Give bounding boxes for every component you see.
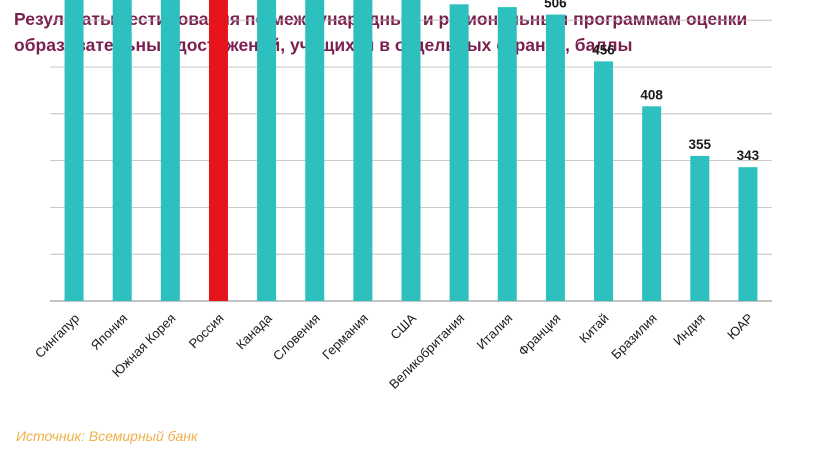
bar [690, 155, 710, 301]
bar [642, 106, 662, 301]
category-label: Словения [270, 311, 323, 364]
value-label: 408 [640, 87, 663, 102]
bar [305, 0, 325, 302]
value-label: 343 [737, 148, 760, 163]
bar [64, 0, 84, 301]
category-label: Китай [576, 311, 611, 346]
bar [738, 167, 758, 301]
category-label: Россия [186, 311, 227, 352]
category-label: Япония [88, 311, 131, 354]
category-label: США [387, 310, 419, 342]
value-label: 514 [496, 0, 519, 3]
category-label: Бразилия [608, 311, 660, 363]
category-label: Индия [670, 311, 708, 349]
bar [353, 0, 373, 301]
bars [64, 0, 758, 302]
bar [160, 0, 180, 302]
category-label: ЮАР [724, 311, 756, 343]
category-label: Италия [473, 311, 515, 353]
bar [401, 0, 421, 302]
value-label: 506 [544, 0, 567, 11]
bar [208, 0, 228, 302]
bar [112, 0, 132, 302]
bar [257, 0, 277, 302]
category-label: Канада [233, 310, 275, 352]
source-note: Источник: Всемирный банк [16, 428, 198, 444]
category-label: Франция [515, 311, 563, 359]
category-label: Сингапур [32, 311, 82, 361]
category-label: Германия [319, 311, 371, 363]
bar [594, 61, 614, 301]
value-label: 355 [689, 137, 712, 152]
bar [497, 7, 517, 301]
value-label: 456 [592, 42, 615, 57]
value-labels: 5815635635385375325285235175145064564083… [448, 0, 760, 163]
bar [449, 4, 469, 302]
bar [545, 14, 565, 302]
